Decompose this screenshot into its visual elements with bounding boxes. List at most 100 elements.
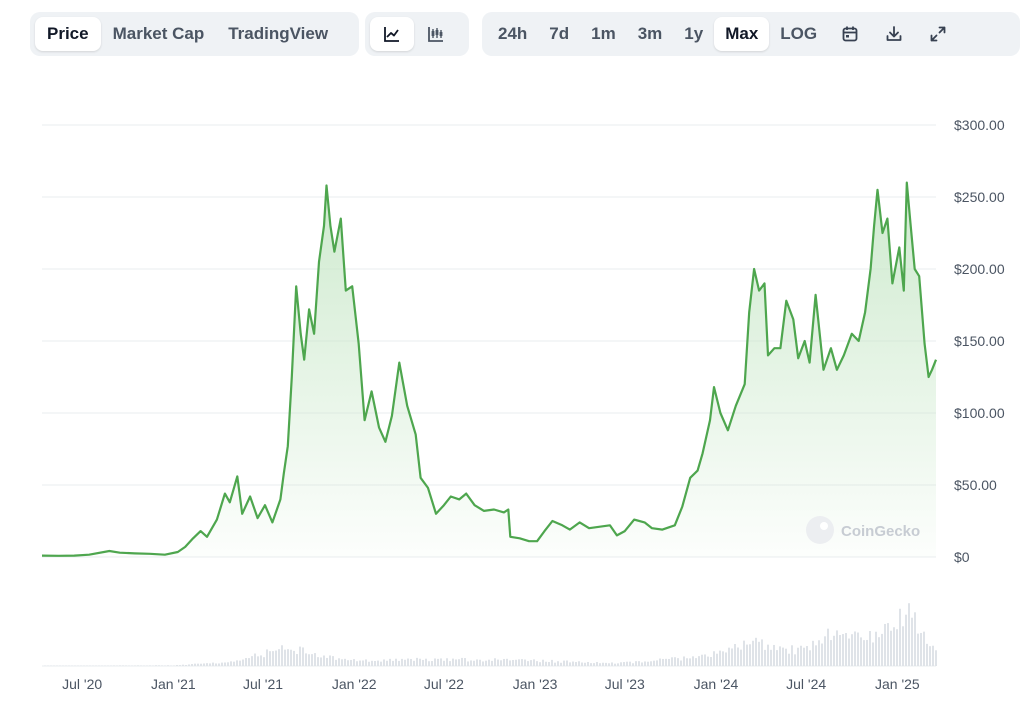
range-3m[interactable]: 3m: [637, 24, 663, 43]
volume-bar: [425, 658, 427, 666]
volume-bar: [620, 662, 622, 666]
volume-bar: [290, 649, 292, 666]
volume-bar: [740, 649, 742, 666]
volume-bar: [209, 663, 211, 666]
volume-bar: [683, 656, 685, 666]
volume-bar: [350, 659, 352, 666]
volume-bar: [254, 653, 256, 666]
fullscreen-button[interactable]: [916, 17, 960, 51]
log-scale-toggle[interactable]: LOG: [780, 24, 818, 43]
volume-bar: [905, 614, 907, 666]
y-tick-label: $300.00: [954, 117, 1005, 133]
volume-bar: [338, 658, 340, 666]
volume-bar: [359, 660, 361, 666]
download-button[interactable]: [872, 17, 916, 51]
volume-bar: [563, 660, 565, 666]
volume-bar: [230, 661, 232, 666]
range-24h[interactable]: 24h: [498, 24, 528, 43]
volume-bar: [644, 661, 646, 666]
volume-bar: [761, 639, 763, 666]
price-line: [41, 181, 938, 557]
volume-bar: [773, 644, 775, 666]
expand-icon: [930, 26, 946, 42]
x-tick-label: Jan '23: [513, 676, 558, 692]
volume-bar: [716, 653, 718, 666]
x-tick-label: Jul '24: [786, 676, 826, 692]
volume-bar: [296, 654, 298, 666]
volume-bar: [722, 651, 724, 666]
volume-bar: [680, 660, 682, 666]
volume-bar: [104, 665, 106, 666]
volume-bar: [845, 632, 847, 666]
range-1m[interactable]: 1m: [591, 24, 616, 43]
y-tick-label: $50.00: [954, 477, 997, 493]
volume-bar: [344, 658, 346, 666]
volume-bar: [860, 637, 862, 666]
chart-type-group: [365, 12, 469, 56]
volume-bar: [188, 664, 190, 666]
volume-bar: [176, 665, 178, 666]
calendar-button[interactable]: [828, 17, 872, 51]
volume-bar: [674, 657, 676, 666]
range-7d[interactable]: 7d: [549, 24, 570, 43]
volume-bar: [770, 649, 772, 666]
volume-bar: [569, 662, 571, 666]
volume-bar: [239, 660, 241, 666]
volume-bar: [800, 645, 802, 666]
tab-price[interactable]: Price: [35, 17, 101, 51]
volume-bar: [302, 647, 304, 666]
tab-market-cap[interactable]: Market Cap: [112, 24, 205, 43]
volume-bar: [59, 665, 61, 666]
volume-bar: [362, 660, 364, 666]
volume-bar: [614, 663, 616, 666]
volume-bar: [653, 660, 655, 666]
volume-bar: [374, 661, 376, 666]
volume-bar: [311, 654, 313, 666]
volume-bar: [641, 662, 643, 666]
volume-bar: [719, 650, 721, 666]
volume-bar: [560, 662, 562, 666]
volume-bar: [584, 662, 586, 666]
watermark-text: CoinGecko: [841, 523, 920, 540]
volume-bar: [335, 659, 337, 666]
volume-bar: [401, 658, 403, 666]
volume-bar: [557, 661, 559, 666]
volume-bar: [467, 661, 469, 666]
volume-bar: [326, 657, 328, 666]
volume-bar: [245, 658, 247, 666]
x-tick-label: Jan '22: [332, 676, 377, 692]
volume-bar: [500, 660, 502, 666]
candlestick-chart-icon: [428, 27, 443, 42]
x-tick-label: Jan '21: [151, 676, 196, 692]
volume-bar: [194, 663, 196, 666]
volume-bar: [923, 631, 925, 666]
line-chart-button[interactable]: [370, 17, 414, 51]
volume-bar: [212, 662, 214, 666]
volume-bar: [893, 627, 895, 666]
volume-bar: [191, 664, 193, 666]
volume-bar: [431, 661, 433, 666]
volume-bar: [488, 659, 490, 666]
volume-bar: [392, 660, 394, 666]
range-1y[interactable]: 1y: [684, 24, 704, 43]
volume-bar: [857, 632, 859, 666]
volume-bar: [158, 665, 160, 666]
volume-bar: [422, 659, 424, 666]
volume-bar: [776, 650, 778, 666]
volume-bar: [269, 651, 271, 666]
volume-bar: [173, 665, 175, 666]
candlestick-chart-button[interactable]: [414, 17, 458, 51]
tab-tradingview[interactable]: TradingView: [228, 24, 329, 43]
volume-bar: [887, 623, 889, 666]
volume-bar: [185, 664, 187, 666]
volume-bar: [530, 660, 532, 666]
y-tick-label: $150.00: [954, 333, 1005, 349]
volume-bar: [419, 658, 421, 666]
volume-bar: [896, 629, 898, 666]
range-max[interactable]: Max: [714, 17, 770, 51]
volume-bar: [602, 662, 604, 666]
volume-bar: [797, 647, 799, 666]
volume-bar: [854, 631, 856, 666]
volume-bar: [914, 612, 916, 666]
